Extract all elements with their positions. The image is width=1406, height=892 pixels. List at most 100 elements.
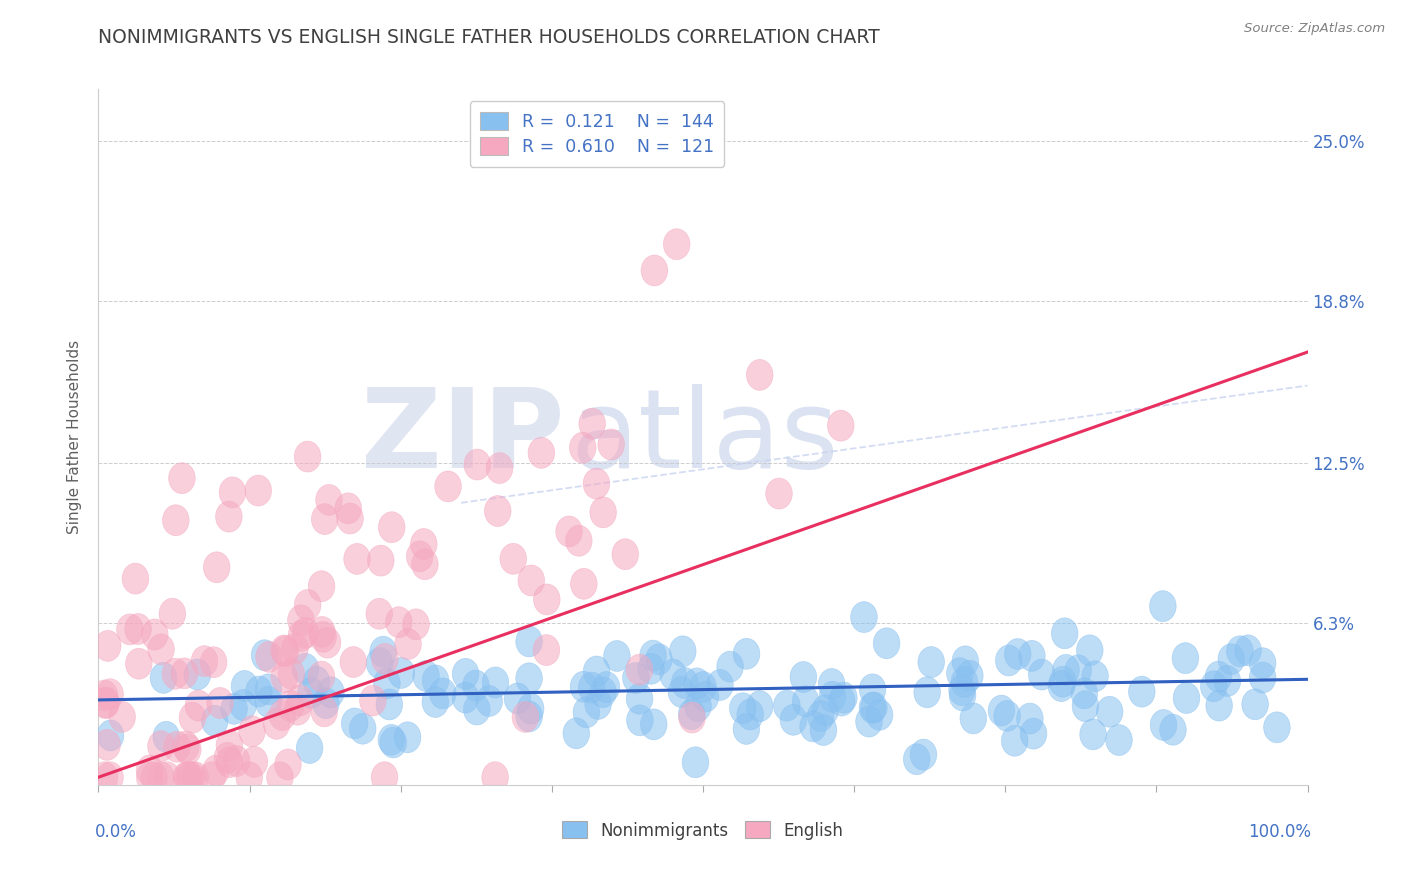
Ellipse shape	[1017, 703, 1043, 734]
Ellipse shape	[117, 614, 143, 645]
Ellipse shape	[1173, 642, 1199, 673]
Ellipse shape	[412, 549, 439, 580]
Ellipse shape	[429, 678, 456, 709]
Ellipse shape	[453, 658, 479, 690]
Ellipse shape	[148, 634, 174, 665]
Ellipse shape	[1150, 591, 1177, 622]
Ellipse shape	[1081, 661, 1108, 691]
Ellipse shape	[562, 718, 589, 748]
Ellipse shape	[1105, 724, 1132, 756]
Ellipse shape	[97, 762, 124, 793]
Ellipse shape	[664, 228, 690, 260]
Ellipse shape	[288, 620, 315, 651]
Ellipse shape	[219, 477, 246, 508]
Ellipse shape	[402, 609, 429, 640]
Ellipse shape	[747, 690, 773, 722]
Ellipse shape	[501, 543, 526, 574]
Ellipse shape	[284, 694, 311, 725]
Ellipse shape	[360, 685, 387, 716]
Ellipse shape	[512, 701, 538, 732]
Ellipse shape	[747, 359, 773, 391]
Ellipse shape	[395, 629, 422, 659]
Text: atlas: atlas	[569, 384, 838, 491]
Ellipse shape	[851, 601, 877, 632]
Ellipse shape	[1021, 718, 1047, 749]
Legend: Nonimmigrants, English: Nonimmigrants, English	[555, 814, 851, 847]
Ellipse shape	[1173, 682, 1199, 714]
Ellipse shape	[422, 665, 449, 696]
Ellipse shape	[371, 643, 398, 674]
Ellipse shape	[486, 452, 513, 483]
Ellipse shape	[229, 690, 256, 721]
Ellipse shape	[598, 429, 624, 460]
Ellipse shape	[215, 501, 242, 533]
Ellipse shape	[201, 706, 228, 736]
Ellipse shape	[91, 680, 118, 711]
Ellipse shape	[1053, 655, 1080, 685]
Ellipse shape	[374, 668, 401, 698]
Ellipse shape	[309, 622, 336, 652]
Ellipse shape	[366, 648, 392, 679]
Ellipse shape	[994, 700, 1021, 731]
Ellipse shape	[1080, 719, 1107, 750]
Ellipse shape	[623, 663, 650, 693]
Ellipse shape	[529, 437, 554, 468]
Ellipse shape	[780, 705, 807, 735]
Text: NONIMMIGRANTS VS ENGLISH SINGLE FATHER HOUSEHOLDS CORRELATION CHART: NONIMMIGRANTS VS ENGLISH SINGLE FATHER H…	[98, 29, 880, 47]
Ellipse shape	[335, 493, 361, 524]
Ellipse shape	[159, 599, 186, 629]
Ellipse shape	[153, 722, 180, 752]
Ellipse shape	[800, 711, 827, 742]
Ellipse shape	[184, 659, 211, 690]
Ellipse shape	[904, 744, 929, 774]
Ellipse shape	[217, 730, 243, 761]
Ellipse shape	[578, 672, 605, 703]
Ellipse shape	[733, 714, 759, 744]
Ellipse shape	[316, 484, 342, 516]
Ellipse shape	[231, 671, 257, 701]
Ellipse shape	[873, 628, 900, 658]
Ellipse shape	[239, 715, 266, 747]
Ellipse shape	[626, 683, 652, 714]
Ellipse shape	[179, 702, 205, 733]
Ellipse shape	[988, 695, 1015, 726]
Ellipse shape	[277, 690, 304, 722]
Ellipse shape	[678, 698, 704, 730]
Ellipse shape	[150, 663, 177, 693]
Ellipse shape	[671, 667, 697, 698]
Ellipse shape	[172, 658, 198, 689]
Ellipse shape	[1213, 665, 1240, 697]
Ellipse shape	[685, 690, 711, 722]
Ellipse shape	[579, 409, 606, 439]
Ellipse shape	[375, 689, 402, 720]
Ellipse shape	[464, 449, 491, 480]
Text: 100.0%: 100.0%	[1249, 823, 1312, 841]
Ellipse shape	[367, 545, 394, 576]
Ellipse shape	[831, 682, 858, 713]
Ellipse shape	[385, 607, 412, 638]
Ellipse shape	[820, 681, 846, 712]
Ellipse shape	[766, 478, 793, 509]
Ellipse shape	[1241, 689, 1268, 720]
Ellipse shape	[555, 516, 582, 547]
Ellipse shape	[288, 605, 314, 636]
Ellipse shape	[91, 762, 118, 793]
Ellipse shape	[946, 657, 973, 689]
Ellipse shape	[198, 762, 225, 793]
Ellipse shape	[378, 724, 405, 756]
Ellipse shape	[434, 471, 461, 502]
Ellipse shape	[271, 635, 297, 666]
Ellipse shape	[1206, 690, 1233, 721]
Ellipse shape	[641, 709, 666, 739]
Ellipse shape	[734, 639, 759, 669]
Ellipse shape	[811, 695, 838, 726]
Ellipse shape	[679, 702, 706, 733]
Ellipse shape	[1234, 635, 1261, 665]
Ellipse shape	[224, 746, 250, 776]
Ellipse shape	[413, 660, 440, 691]
Ellipse shape	[1049, 666, 1076, 698]
Ellipse shape	[108, 701, 135, 732]
Ellipse shape	[1097, 697, 1123, 727]
Ellipse shape	[136, 762, 163, 793]
Ellipse shape	[340, 647, 367, 678]
